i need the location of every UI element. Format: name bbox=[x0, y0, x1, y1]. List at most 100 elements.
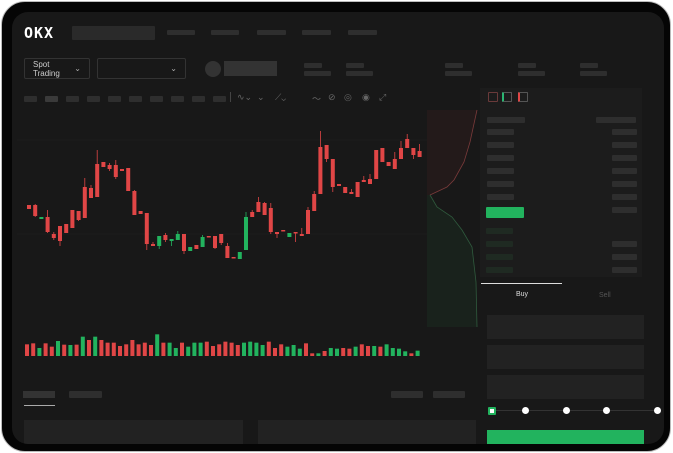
candle bbox=[368, 179, 372, 184]
nav-item[interactable] bbox=[257, 30, 286, 35]
candle bbox=[58, 226, 62, 241]
candle bbox=[299, 234, 304, 236]
candle bbox=[219, 234, 224, 243]
volume-bar bbox=[198, 342, 203, 356]
candle bbox=[64, 224, 69, 233]
indicator-icon[interactable]: ∿⌄ bbox=[237, 92, 253, 102]
candle bbox=[281, 230, 286, 232]
nav-item[interactable] bbox=[302, 30, 331, 35]
volume-bar bbox=[359, 344, 364, 356]
candle bbox=[374, 150, 379, 179]
camera-icon[interactable]: ◎ bbox=[344, 92, 352, 102]
pair-select[interactable]: ⌄ bbox=[97, 58, 186, 79]
timeframe-button[interactable] bbox=[87, 96, 100, 102]
ask-amount bbox=[612, 194, 637, 200]
candle bbox=[182, 234, 186, 251]
slider-step[interactable] bbox=[654, 407, 661, 414]
volume-bar bbox=[167, 342, 172, 356]
timeframe-button[interactable] bbox=[129, 96, 142, 102]
candle bbox=[250, 212, 255, 217]
price-input[interactable] bbox=[487, 315, 644, 339]
timeframe-button[interactable] bbox=[66, 96, 79, 102]
timeframe-button[interactable] bbox=[150, 96, 163, 102]
stat-label bbox=[445, 63, 463, 68]
depth-bids-line bbox=[429, 194, 478, 328]
timeframe-button[interactable] bbox=[108, 96, 121, 102]
candle bbox=[237, 252, 242, 259]
candle bbox=[312, 194, 317, 211]
volume-bar bbox=[372, 346, 377, 356]
volume-bar bbox=[223, 341, 228, 356]
candle bbox=[213, 236, 217, 248]
nav-item[interactable] bbox=[211, 30, 239, 35]
assets-panel bbox=[258, 420, 476, 444]
candle bbox=[82, 187, 87, 218]
volume-bar bbox=[316, 353, 321, 356]
ask-price bbox=[487, 194, 514, 200]
candle bbox=[275, 232, 279, 234]
tab-open-orders[interactable] bbox=[23, 391, 55, 398]
candle bbox=[392, 159, 397, 169]
filter-button[interactable] bbox=[391, 391, 423, 398]
ask-amount bbox=[612, 181, 637, 187]
slider-step[interactable] bbox=[522, 407, 529, 414]
timeframe-button[interactable] bbox=[192, 96, 205, 102]
slider-track[interactable] bbox=[492, 410, 658, 411]
ruler-icon[interactable]: ⊘ bbox=[328, 92, 336, 102]
total-input[interactable] bbox=[487, 375, 644, 399]
amount-input[interactable] bbox=[487, 345, 644, 369]
timeframe-button[interactable] bbox=[45, 96, 58, 102]
buy-button[interactable] bbox=[487, 430, 644, 444]
candle bbox=[144, 213, 149, 244]
draw-line-icon[interactable]: ⟋⌄ bbox=[275, 92, 287, 102]
candle bbox=[380, 148, 385, 162]
market-type-select[interactable]: Spot Trading ⌄ bbox=[24, 58, 90, 79]
candle bbox=[287, 233, 292, 237]
ask-price bbox=[487, 168, 514, 174]
candle bbox=[225, 246, 230, 258]
wave-icon[interactable]: 〜 bbox=[312, 94, 322, 104]
tab-sell[interactable]: Sell bbox=[599, 292, 611, 299]
okx-logo[interactable]: OKX bbox=[24, 24, 55, 42]
nav-item[interactable] bbox=[348, 30, 377, 35]
volume-bar bbox=[322, 351, 327, 356]
stat-value bbox=[304, 71, 331, 76]
candle bbox=[51, 234, 56, 238]
coin-icon bbox=[205, 61, 221, 77]
timeframe-button[interactable] bbox=[213, 96, 226, 102]
orderbook-bids-icon[interactable] bbox=[502, 92, 512, 102]
volume-bar bbox=[273, 348, 277, 356]
price-chart[interactable] bbox=[12, 12, 482, 372]
filter-button[interactable] bbox=[433, 391, 465, 398]
tab-order-history[interactable] bbox=[69, 391, 102, 398]
candle bbox=[405, 139, 410, 148]
volume-bar bbox=[229, 342, 234, 356]
slider-handle[interactable] bbox=[488, 407, 496, 415]
slider-step[interactable] bbox=[563, 407, 570, 414]
ask-amount bbox=[612, 168, 637, 174]
candle bbox=[194, 245, 199, 249]
slider-step[interactable] bbox=[603, 407, 610, 414]
candle bbox=[231, 257, 236, 259]
candle bbox=[262, 203, 267, 215]
candle bbox=[70, 210, 75, 228]
candle bbox=[76, 211, 81, 220]
volume-bar bbox=[235, 345, 240, 356]
ask-price bbox=[487, 129, 514, 135]
candle bbox=[39, 217, 44, 219]
settings-icon[interactable]: ◉ bbox=[362, 92, 370, 102]
search-bar[interactable] bbox=[72, 26, 155, 40]
candle bbox=[206, 236, 211, 238]
orderbook-both-icon[interactable] bbox=[488, 92, 498, 102]
volume-bar bbox=[80, 336, 85, 356]
candle bbox=[244, 217, 248, 250]
orderbook-asks-icon[interactable] bbox=[518, 92, 528, 102]
candle bbox=[337, 184, 341, 186]
volume-bar bbox=[56, 341, 60, 356]
chart-type-icon[interactable]: ⌄ bbox=[257, 92, 265, 102]
timeframe-button[interactable] bbox=[24, 96, 37, 102]
tab-buy[interactable]: Buy bbox=[516, 291, 529, 298]
fullscreen-icon[interactable]: ⤢ bbox=[379, 92, 387, 102]
timeframe-button[interactable] bbox=[171, 96, 184, 102]
nav-item[interactable] bbox=[167, 30, 195, 35]
